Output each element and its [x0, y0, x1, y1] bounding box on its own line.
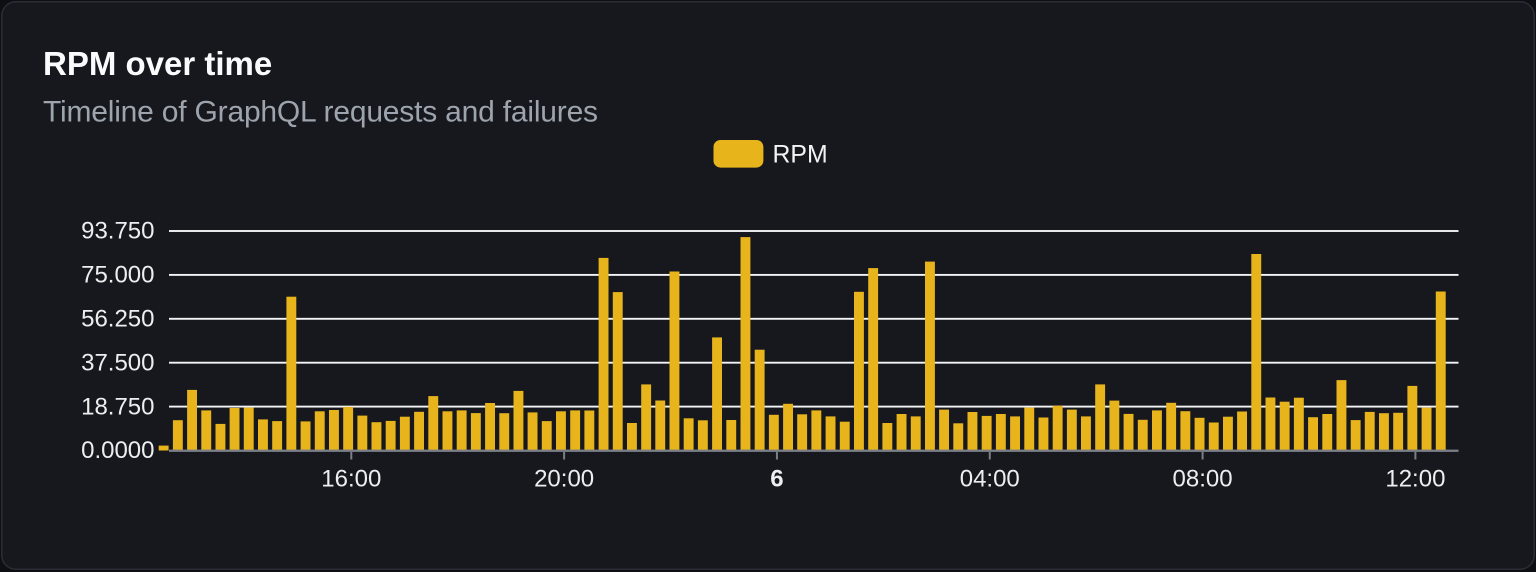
svg-text:16:00: 16:00	[321, 466, 381, 493]
svg-text:93.750: 93.750	[81, 218, 154, 245]
svg-text:37.500: 37.500	[81, 349, 154, 376]
svg-text:08:00: 08:00	[1173, 466, 1233, 493]
svg-text:12:00: 12:00	[1385, 466, 1445, 493]
svg-text:04:00: 04:00	[960, 466, 1020, 493]
svg-text:56.250: 56.250	[81, 305, 154, 332]
svg-text:0.0000: 0.0000	[81, 437, 154, 464]
svg-text:6: 6	[770, 466, 783, 493]
svg-text:75.000: 75.000	[81, 262, 154, 289]
svg-text:18.750: 18.750	[81, 393, 154, 420]
svg-text:20:00: 20:00	[534, 466, 594, 493]
svg-text:RPM over time: RPM over time	[43, 45, 272, 82]
svg-text:Timeline of GraphQL requests a: Timeline of GraphQL requests and failure…	[43, 96, 598, 129]
svg-text:RPM: RPM	[773, 141, 828, 168]
